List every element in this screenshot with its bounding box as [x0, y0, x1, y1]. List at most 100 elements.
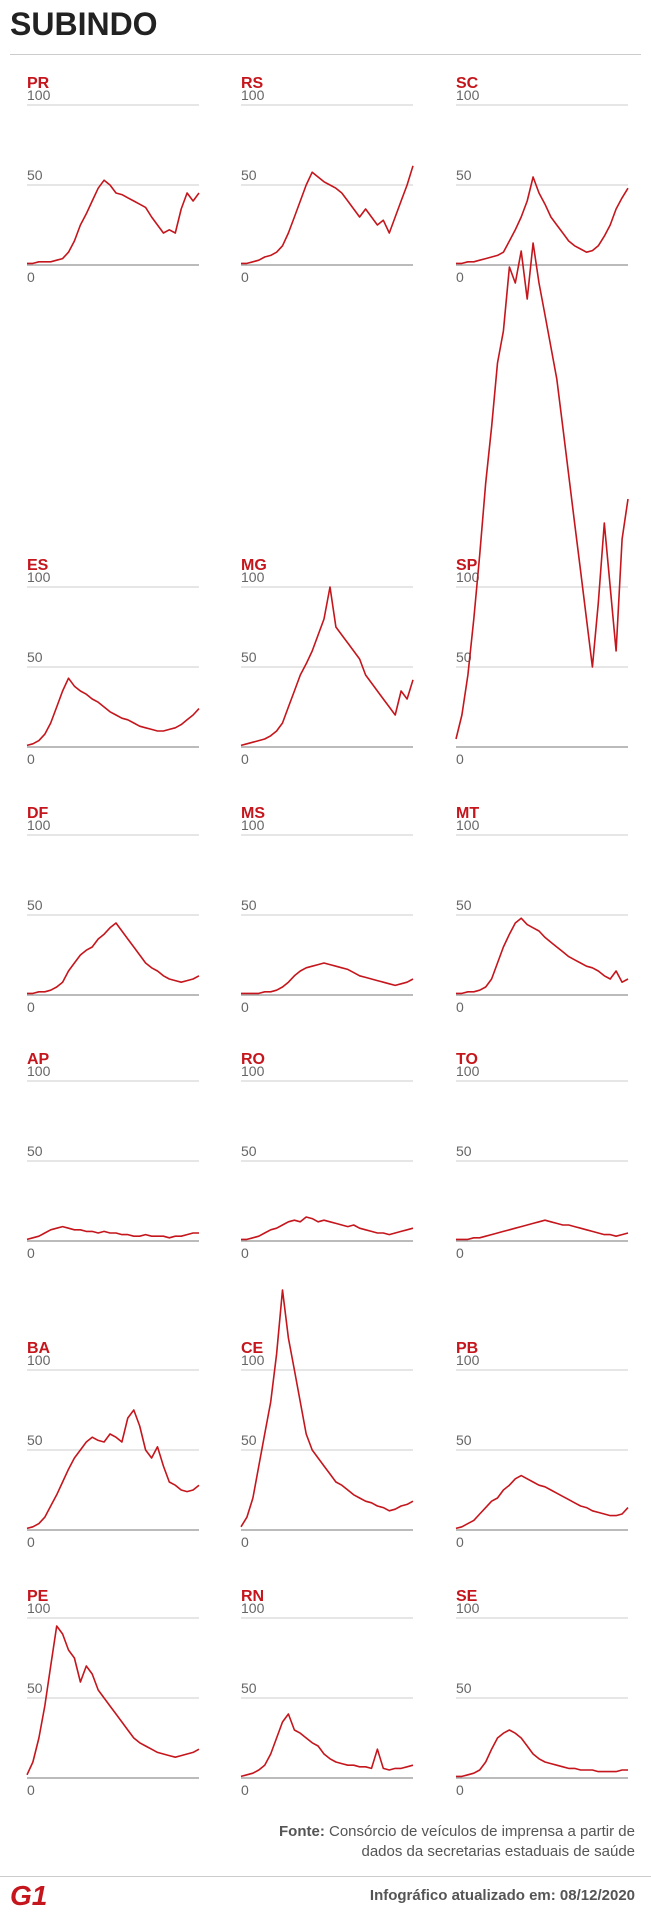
- line: [456, 176, 629, 265]
- y-tick-label: 100: [456, 1600, 480, 1616]
- y-tick-label: 50: [456, 1432, 472, 1448]
- y-tick-label: 0: [241, 269, 249, 285]
- y-tick-label: 50: [241, 1680, 257, 1696]
- chart-title: SE: [456, 1588, 478, 1605]
- chart-title: TO: [456, 1051, 478, 1068]
- y-tick-label: 0: [241, 1245, 249, 1261]
- y-tick-label: 100: [241, 1352, 265, 1368]
- line: [27, 922, 200, 995]
- y-tick-label: 50: [241, 167, 257, 183]
- logo: G1: [10, 1880, 48, 1911]
- updated: Infográfico atualizado em: 08/12/2020: [369, 1887, 635, 1904]
- chart-title: SP: [456, 557, 478, 574]
- charts: PR050100RS050100SC050100ES050100MG050100…: [26, 75, 629, 1798]
- y-tick-label: 100: [241, 817, 265, 833]
- y-tick-label: 100: [27, 1352, 51, 1368]
- y-tick-label: 100: [456, 87, 480, 103]
- y-tick-label: 0: [27, 751, 35, 767]
- y-tick-label: 0: [241, 1534, 249, 1550]
- y-tick-label: 0: [456, 999, 464, 1015]
- y-tick-label: 50: [27, 167, 43, 183]
- y-tick-label: 100: [27, 569, 51, 585]
- line: [455, 242, 629, 740]
- y-tick-label: 50: [241, 897, 257, 913]
- y-tick-label: 0: [456, 269, 464, 285]
- chart-title: MT: [456, 805, 479, 822]
- y-tick-label: 100: [241, 1600, 265, 1616]
- chart-title: DF: [27, 805, 49, 822]
- y-tick-label: 50: [27, 1680, 43, 1696]
- y-tick-label: 50: [241, 1143, 257, 1159]
- source-text: Consórcio de veículos de imprensa a part…: [329, 1823, 635, 1860]
- line: [240, 586, 414, 747]
- y-tick-label: 50: [456, 649, 472, 665]
- y-tick-label: 50: [27, 649, 43, 665]
- y-tick-label: 0: [241, 999, 249, 1015]
- chart-title: AP: [27, 1051, 50, 1068]
- line: [26, 1625, 200, 1776]
- y-tick-label: 100: [27, 1600, 51, 1616]
- y-tick-label: 0: [456, 1782, 464, 1798]
- chart-title: CE: [241, 1340, 264, 1357]
- chart-title: PB: [456, 1340, 478, 1357]
- divider: [10, 54, 641, 55]
- line: [27, 179, 200, 265]
- line: [241, 165, 414, 265]
- y-tick-label: 0: [456, 1534, 464, 1550]
- chart-title: RN: [241, 1588, 264, 1605]
- y-tick-label: 100: [27, 817, 51, 833]
- y-tick-label: 100: [27, 1063, 51, 1079]
- line: [241, 1216, 414, 1241]
- y-tick-label: 50: [27, 1432, 43, 1448]
- y-tick-label: 0: [27, 1534, 35, 1550]
- line: [455, 1474, 629, 1530]
- divider: [0, 1876, 651, 1877]
- chart-title: MG: [241, 557, 267, 574]
- chart-title: RO: [241, 1051, 265, 1068]
- y-tick-label: 0: [241, 1782, 249, 1798]
- y-tick-label: 50: [27, 897, 43, 913]
- y-tick-label: 50: [241, 1432, 257, 1448]
- y-tick-label: 50: [456, 897, 472, 913]
- y-tick-label: 0: [27, 1245, 35, 1261]
- y-tick-label: 0: [27, 269, 35, 285]
- y-tick-label: 50: [27, 1143, 43, 1159]
- y-tick-label: 50: [456, 1143, 472, 1159]
- line: [456, 917, 629, 995]
- y-tick-label: 50: [456, 167, 472, 183]
- line: [26, 1225, 199, 1241]
- y-tick-label: 0: [456, 751, 464, 767]
- chart-title: ES: [27, 557, 49, 574]
- y-tick-label: 0: [456, 1245, 464, 1261]
- y-tick-label: 100: [241, 87, 265, 103]
- y-tick-label: 100: [456, 817, 480, 833]
- y-tick-label: 100: [241, 1063, 265, 1079]
- line: [26, 677, 200, 747]
- source-label: Fonte:: [279, 1823, 325, 1840]
- line: [456, 1219, 629, 1241]
- y-tick-label: 100: [27, 87, 51, 103]
- source: Fonte: Consórcio de veículos de imprensa…: [275, 1822, 635, 1862]
- y-tick-label: 100: [241, 569, 265, 585]
- chart-title: RS: [241, 75, 264, 92]
- y-tick-label: 50: [456, 1680, 472, 1696]
- page-title: SUBINDO: [10, 6, 158, 42]
- y-tick-label: 100: [456, 569, 480, 585]
- chart-title: PR: [27, 75, 50, 92]
- y-tick-label: 0: [27, 1782, 35, 1798]
- chart-title: SC: [456, 75, 479, 92]
- line: [240, 1289, 414, 1528]
- line: [26, 1409, 200, 1530]
- y-tick-label: 100: [456, 1352, 480, 1368]
- line: [241, 962, 414, 995]
- line: [240, 1713, 414, 1778]
- y-tick-label: 100: [456, 1063, 480, 1079]
- chart-title: BA: [27, 1340, 51, 1357]
- y-tick-label: 0: [27, 999, 35, 1015]
- y-tick-label: 0: [241, 751, 249, 767]
- y-tick-label: 50: [241, 649, 257, 665]
- chart-title: MS: [241, 805, 265, 822]
- chart-title: PE: [27, 1588, 49, 1605]
- line: [456, 1729, 628, 1778]
